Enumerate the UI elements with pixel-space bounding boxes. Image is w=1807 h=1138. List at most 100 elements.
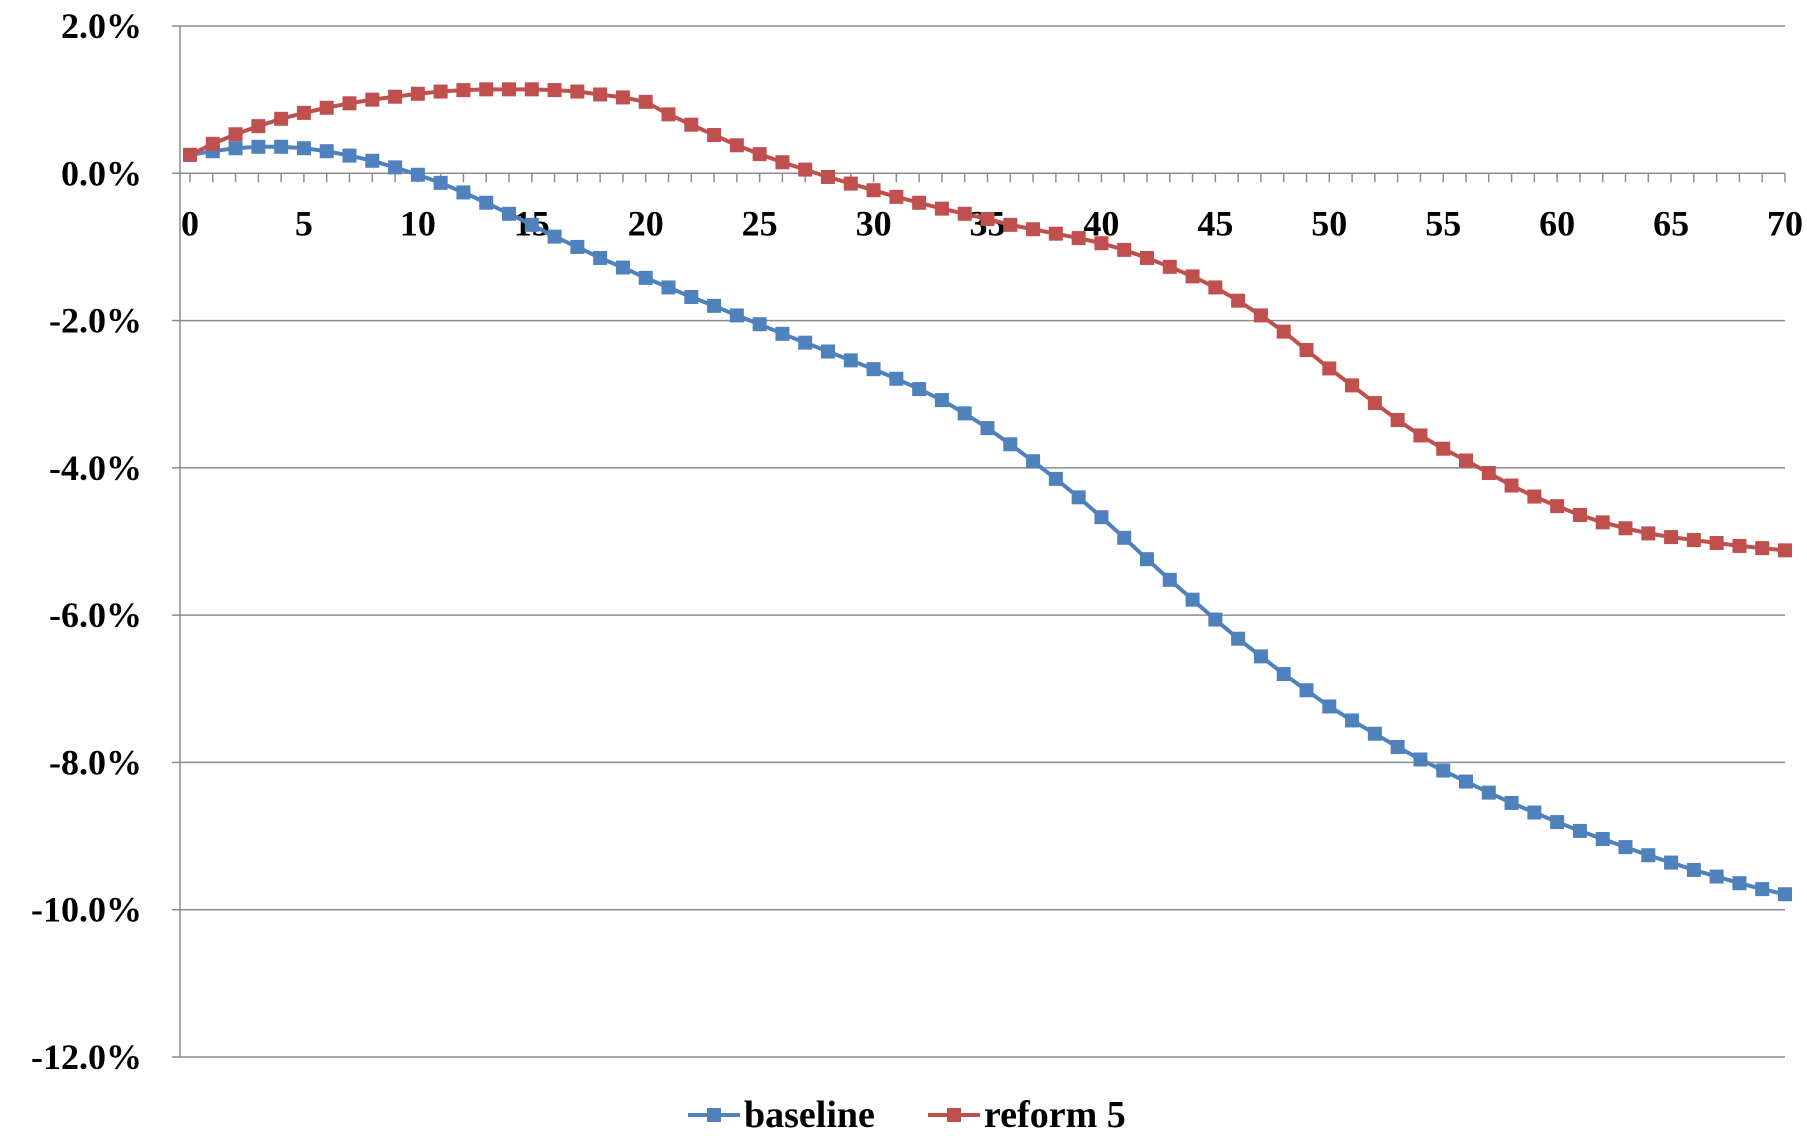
data-point <box>912 195 927 210</box>
data-point <box>1071 490 1086 505</box>
data-point <box>638 270 653 285</box>
data-point <box>1686 862 1701 877</box>
data-point <box>479 195 494 210</box>
data-point <box>1641 526 1656 541</box>
data-point <box>1778 887 1792 902</box>
data-point <box>1299 683 1314 698</box>
data-point <box>547 229 562 244</box>
data-point <box>866 183 881 198</box>
data-point <box>752 147 767 162</box>
series-baseline <box>183 139 1792 902</box>
data-point <box>1459 453 1473 468</box>
data-point <box>1641 848 1656 863</box>
data-point <box>957 206 972 221</box>
x-tick-label: 20 <box>628 203 664 243</box>
data-point <box>1618 521 1633 536</box>
data-point <box>547 83 562 98</box>
data-point <box>821 344 835 359</box>
y-tick-label: -8.0% <box>49 742 142 782</box>
data-point <box>1709 869 1724 884</box>
data-point <box>1276 667 1291 682</box>
data-point <box>1345 713 1360 728</box>
data-point <box>1140 552 1154 567</box>
data-point <box>1048 471 1063 486</box>
data-point <box>1732 876 1747 891</box>
y-tick-label: 2.0% <box>61 6 142 46</box>
data-point <box>661 107 676 122</box>
data-point <box>1026 222 1041 237</box>
data-point <box>912 382 927 397</box>
data-point <box>1390 739 1405 754</box>
data-point <box>274 111 289 126</box>
data-point <box>1117 242 1132 257</box>
data-point <box>980 211 995 226</box>
data-point <box>456 83 471 98</box>
data-point <box>433 84 448 99</box>
y-tick-label: 0.0% <box>61 153 142 193</box>
data-point <box>684 117 699 132</box>
data-point <box>1367 726 1382 741</box>
data-point <box>365 92 380 107</box>
data-point <box>388 89 403 104</box>
data-point <box>1367 396 1382 411</box>
data-point <box>957 406 972 421</box>
data-point <box>1436 763 1451 778</box>
data-point <box>1618 840 1633 855</box>
data-point <box>456 185 471 200</box>
data-point <box>1481 466 1496 481</box>
data-point <box>1664 855 1679 870</box>
data-point <box>1345 378 1360 393</box>
gridlines <box>180 25 1785 1058</box>
x-tick-label: 55 <box>1425 203 1461 243</box>
data-point <box>1322 361 1337 376</box>
data-point <box>1140 250 1154 265</box>
data-point <box>980 421 995 436</box>
data-point <box>1071 231 1086 246</box>
data-point <box>1436 441 1451 456</box>
data-point <box>228 127 243 142</box>
data-point <box>593 250 608 265</box>
data-point <box>1094 236 1109 251</box>
data-point <box>1390 412 1405 427</box>
legend-entry: reform 5 <box>928 1094 1126 1136</box>
data-point <box>296 105 311 120</box>
data-point <box>1322 699 1337 714</box>
data-point <box>502 82 516 97</box>
data-point <box>1413 428 1428 443</box>
data-point <box>274 139 289 154</box>
data-point <box>319 144 334 159</box>
data-point <box>843 353 858 368</box>
data-point <box>570 239 585 254</box>
data-point <box>1481 785 1496 800</box>
x-axis: 0510152025303540455055606570 <box>180 172 1803 243</box>
data-point <box>866 362 881 377</box>
data-point <box>524 82 539 97</box>
data-point <box>615 90 630 105</box>
data-point <box>1686 533 1701 548</box>
data-point <box>1026 454 1041 469</box>
data-point <box>205 136 220 151</box>
data-point <box>775 326 790 341</box>
x-tick-label: 30 <box>856 203 892 243</box>
data-point <box>1595 832 1610 847</box>
y-tick-label: -6.0% <box>49 595 142 635</box>
y-axis: 2.0% 0.0% -2.0% -4.0% -6.0% -8.0% -10.0% -12.0% <box>31 6 181 1077</box>
data-point <box>388 160 403 175</box>
data-point <box>1572 823 1587 838</box>
data-point <box>570 84 585 99</box>
data-point <box>502 206 516 221</box>
data-point <box>889 189 904 204</box>
legend-label: baseline <box>744 1094 875 1136</box>
data-point <box>1299 343 1314 358</box>
y-tick-label: -12.0% <box>31 1037 142 1077</box>
data-point <box>1778 543 1792 558</box>
x-tick-label: 45 <box>1197 203 1233 243</box>
data-point <box>1755 882 1770 897</box>
data-point <box>1094 510 1109 525</box>
x-tick-label: 70 <box>1767 203 1803 243</box>
data-point <box>296 141 311 156</box>
data-point <box>1185 592 1200 607</box>
data-point <box>934 201 949 216</box>
data-point <box>729 308 744 323</box>
y-tick-label: -10.0% <box>31 890 142 930</box>
